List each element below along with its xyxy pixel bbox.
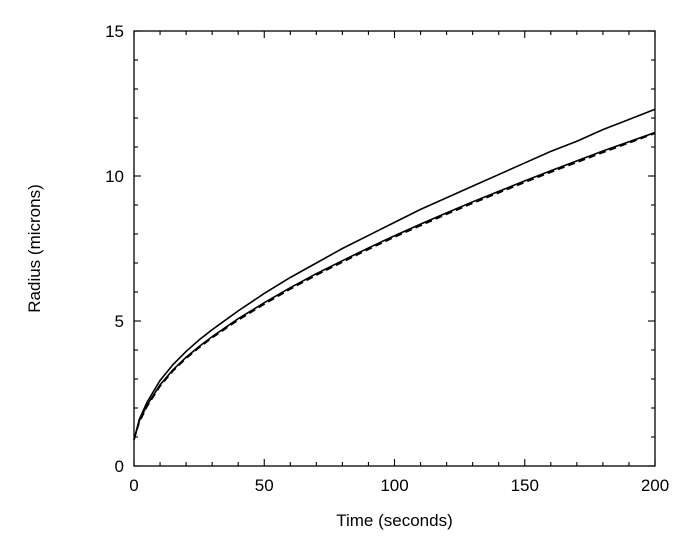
y-tick-label: 5 xyxy=(115,312,124,331)
x-tick-label: 50 xyxy=(255,476,274,495)
x-tick-label: 150 xyxy=(511,476,539,495)
axis-ticks xyxy=(133,30,656,467)
tick-labels: 0 50 100 150 200 0 5 10 15 xyxy=(105,22,669,495)
y-axis-label: Radius (microns) xyxy=(25,184,44,312)
series-line-2 xyxy=(133,131,656,441)
y-tick-label: 15 xyxy=(105,22,124,41)
x-tick-label: 0 xyxy=(129,476,138,495)
series-line-1 xyxy=(133,108,656,441)
series-line-3 xyxy=(133,132,656,441)
x-axis-label: Time (seconds) xyxy=(336,511,453,530)
y-tick-label: 10 xyxy=(105,167,124,186)
x-tick-label: 200 xyxy=(641,476,669,495)
x-tick-label: 100 xyxy=(380,476,408,495)
plot-area xyxy=(133,108,656,441)
y-tick-label: 0 xyxy=(115,457,124,476)
plot-frame xyxy=(133,30,656,467)
